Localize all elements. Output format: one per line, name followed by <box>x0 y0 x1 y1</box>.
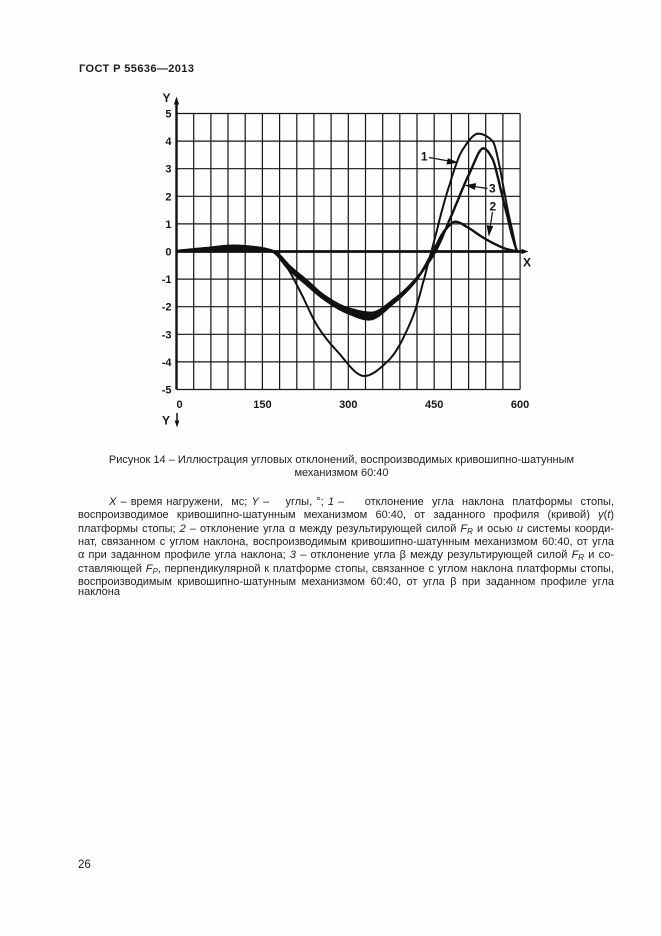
svg-text:1: 1 <box>421 149 428 163</box>
svg-text:0: 0 <box>165 247 171 259</box>
svg-text:3: 3 <box>489 182 496 196</box>
svg-text:450: 450 <box>425 399 443 411</box>
svg-text:2: 2 <box>165 191 171 203</box>
svg-text:Y: Y <box>162 91 170 105</box>
svg-text:1: 1 <box>165 219 171 231</box>
svg-text:Y: Y <box>162 414 170 428</box>
svg-text:600: 600 <box>511 399 529 411</box>
svg-text:5: 5 <box>165 109 171 121</box>
svg-text:300: 300 <box>339 399 357 411</box>
svg-text:2: 2 <box>489 199 496 213</box>
svg-text:4: 4 <box>165 136 172 148</box>
svg-text:150: 150 <box>253 399 271 411</box>
svg-text:-2: -2 <box>162 302 172 314</box>
svg-text:3: 3 <box>165 164 171 176</box>
svg-text:0: 0 <box>177 399 183 411</box>
svg-text:-3: -3 <box>162 329 172 341</box>
svg-text:-1: -1 <box>162 274 172 286</box>
svg-text:-4: -4 <box>162 357 173 369</box>
svg-text:-5: -5 <box>162 385 172 397</box>
svg-text:X: X <box>523 256 531 270</box>
